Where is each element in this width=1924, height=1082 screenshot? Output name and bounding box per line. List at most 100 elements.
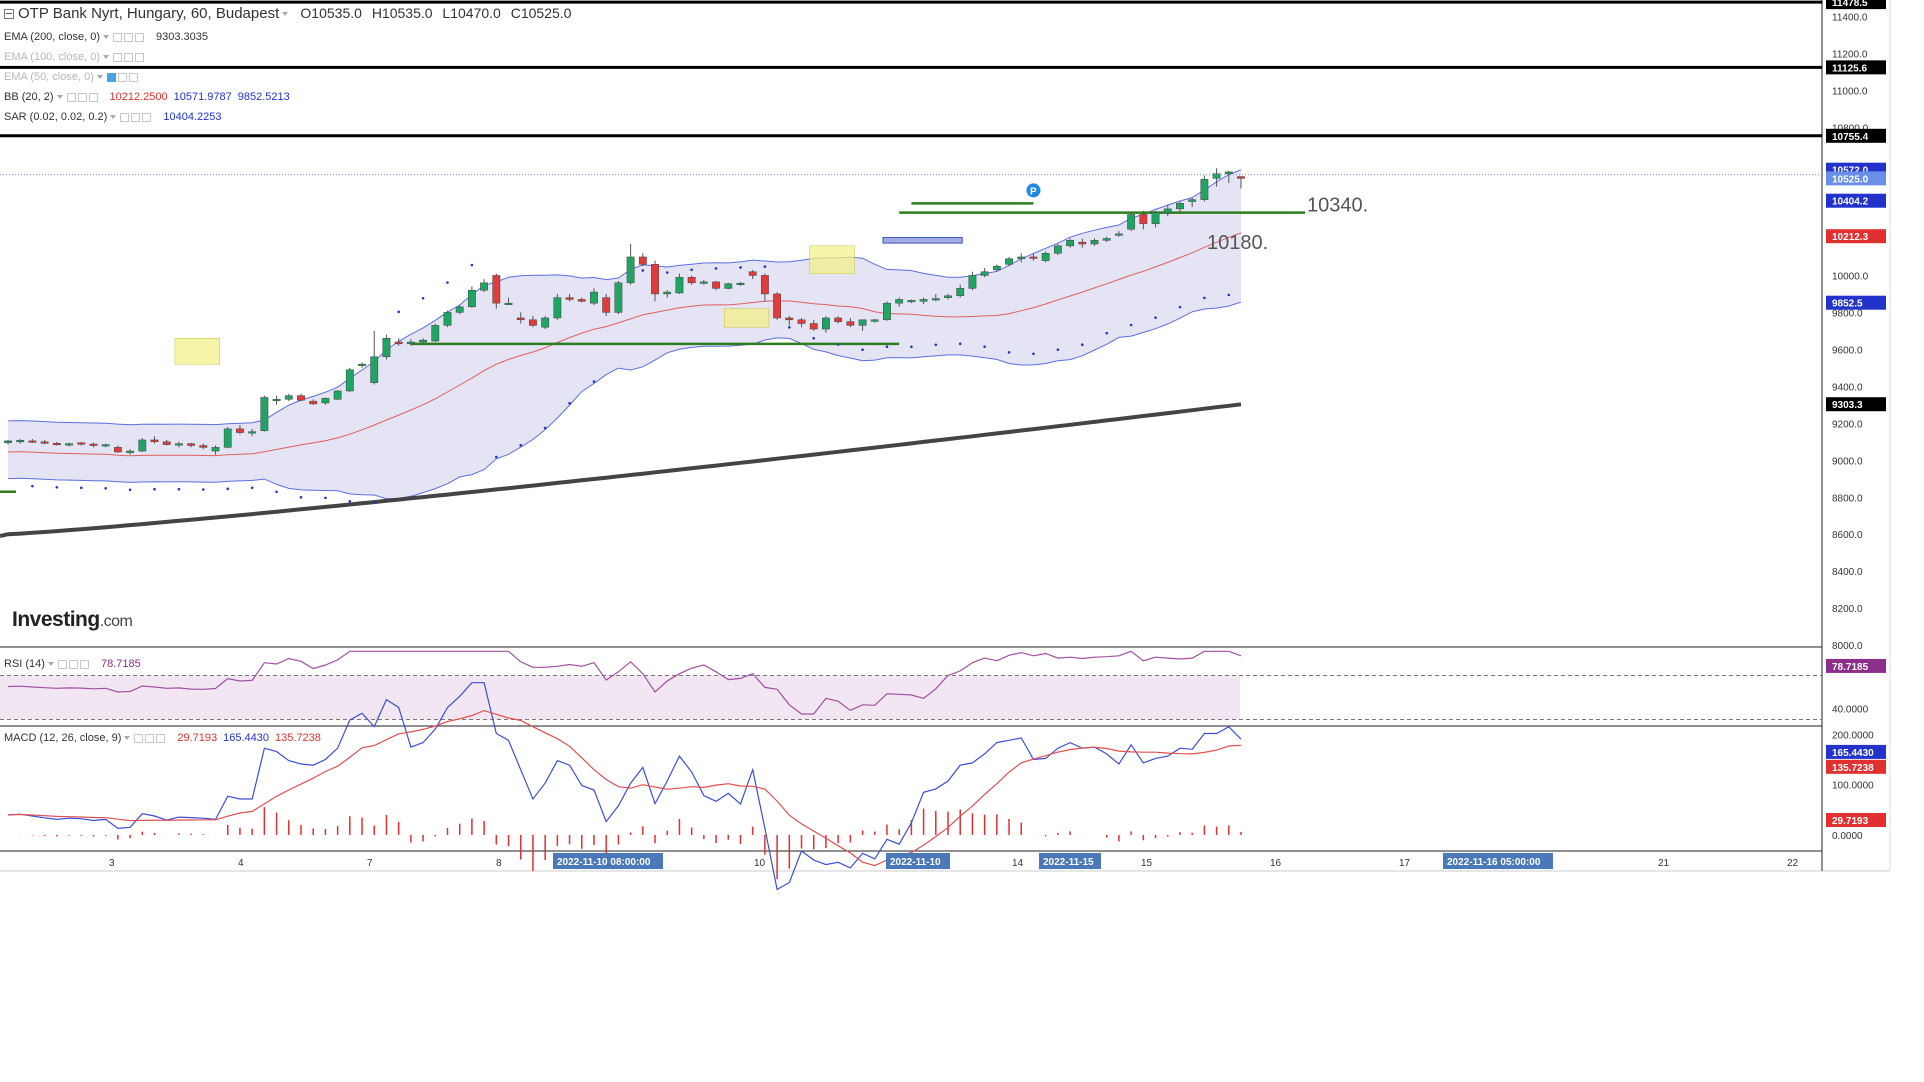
candle-body[interactable] [638,256,647,265]
close-icon[interactable] [88,92,98,102]
candle-body[interactable] [883,302,891,321]
candle-body[interactable] [467,289,476,308]
candle-body[interactable] [1005,258,1013,265]
indicator-legend-row[interactable]: EMA (50, close, 0) [4,70,144,84]
candle-body[interactable] [1237,176,1245,179]
candle-body[interactable] [870,319,879,322]
candle-body[interactable] [651,264,659,295]
marker-badge[interactable] [1026,183,1041,198]
candle-body[interactable] [162,441,171,445]
candle-body[interactable] [284,395,293,400]
time-axis-highlight[interactable] [1039,853,1101,869]
eye-icon[interactable] [106,72,116,82]
settings-icon[interactable] [124,32,133,42]
candle-body[interactable] [199,445,208,448]
candle-body[interactable] [663,291,672,295]
highlight-box[interactable] [724,308,770,328]
candle-body[interactable] [174,443,183,446]
highlight-box[interactable] [809,245,855,274]
candle-body[interactable] [382,338,391,358]
candle-body[interactable] [797,319,806,324]
candle-body[interactable] [4,440,12,443]
close-icon[interactable] [135,32,144,42]
highlight-box[interactable] [882,237,963,244]
candle-body[interactable] [1176,203,1184,210]
candle-body[interactable] [565,297,574,300]
close-icon[interactable] [135,52,144,62]
indicator-legend-row[interactable]: SAR (0.02, 0.02, 0.2) 10404.2253 [4,110,221,124]
candle-body[interactable] [480,282,489,291]
candle-body[interactable] [65,443,73,446]
settings-icon[interactable] [124,52,133,62]
settings-icon[interactable] [145,733,155,743]
indicator-legend-row[interactable]: EMA (100, close, 0) [4,50,150,64]
candle-body[interactable] [516,317,525,321]
candle-body[interactable] [956,288,965,297]
candle-body[interactable] [492,275,501,304]
chevron-down-icon[interactable] [124,736,131,741]
candle-body[interactable] [1029,256,1038,259]
candle-body[interactable] [895,299,904,304]
candle-body[interactable] [236,428,244,433]
chevron-down-icon[interactable] [282,12,289,17]
macd-legend[interactable]: MACD (12, 26, close, 9) 29.7193 165.4430 13… [4,731,321,745]
candle-body[interactable] [1163,208,1172,213]
close-icon[interactable] [79,659,89,669]
indicator-legend-row[interactable]: BB (20, 2) 10212.2500 10571.9787 9852.5213 [4,90,290,104]
candle-body[interactable] [406,341,415,345]
candle-body[interactable] [443,312,452,326]
time-axis-highlight[interactable] [553,853,663,869]
candle-body[interactable] [931,298,940,301]
candle-body[interactable] [126,450,134,453]
indicator-legend-row[interactable]: EMA (200, close, 0) 9303.3035 [4,30,208,44]
candle-body[interactable] [980,271,989,276]
candle-body[interactable] [394,341,403,345]
chevron-down-icon[interactable] [103,35,109,40]
candle-body[interactable] [223,428,232,448]
candle-body[interactable] [138,439,147,452]
candle-body[interactable] [1200,179,1209,200]
candle-body[interactable] [1115,233,1123,236]
candle-body[interactable] [1127,214,1136,230]
candle-body[interactable] [1224,171,1233,175]
candle-body[interactable] [736,282,745,285]
eye-icon[interactable] [120,112,130,122]
candle-body[interactable] [1151,212,1160,224]
close-icon[interactable] [128,72,138,82]
eye-icon[interactable] [66,92,76,102]
candle-body[interactable] [529,319,537,326]
candle-body[interactable] [248,431,257,434]
candle-body[interactable] [907,300,916,303]
candle-body[interactable] [101,444,110,447]
eye-icon[interactable] [57,659,67,669]
candle-body[interactable] [541,317,550,328]
candle-body[interactable] [419,339,427,343]
candle-body[interactable] [150,439,159,443]
candle-body[interactable] [1041,253,1050,261]
chevron-down-icon[interactable] [110,115,117,120]
settings-icon[interactable] [117,72,127,82]
candle-body[interactable] [626,256,635,284]
candle-body[interactable] [28,440,37,443]
time-axis-highlight[interactable] [886,853,950,869]
candle-body[interactable] [260,397,269,431]
candle-body[interactable] [553,297,562,319]
eye-icon[interactable] [134,733,144,743]
settings-icon[interactable] [131,112,141,122]
candle-body[interactable] [89,443,98,446]
close-icon[interactable] [156,733,166,743]
time-axis-highlight[interactable] [1443,853,1553,869]
chevron-down-icon[interactable] [103,55,109,60]
rsi-legend[interactable]: RSI (14) 78.7185 [4,657,141,671]
candle-body[interactable] [919,299,928,302]
candle-body[interactable] [675,277,684,294]
candle-body[interactable] [1017,256,1026,260]
candle-body[interactable] [297,395,305,401]
close-icon[interactable] [142,112,152,122]
candle-body[interactable] [1188,199,1197,202]
candle-body[interactable] [455,306,464,313]
candle-body[interactable] [809,323,818,330]
candle-body[interactable] [602,297,611,313]
settings-icon[interactable] [68,659,78,669]
